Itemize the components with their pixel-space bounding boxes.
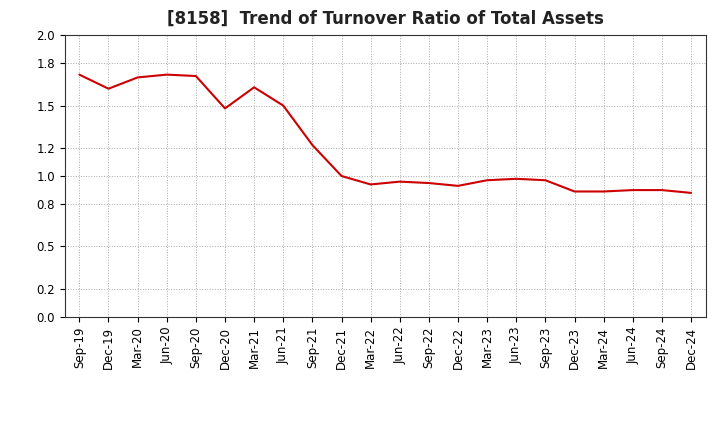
Title: [8158]  Trend of Turnover Ratio of Total Assets: [8158] Trend of Turnover Ratio of Total … bbox=[167, 10, 603, 28]
